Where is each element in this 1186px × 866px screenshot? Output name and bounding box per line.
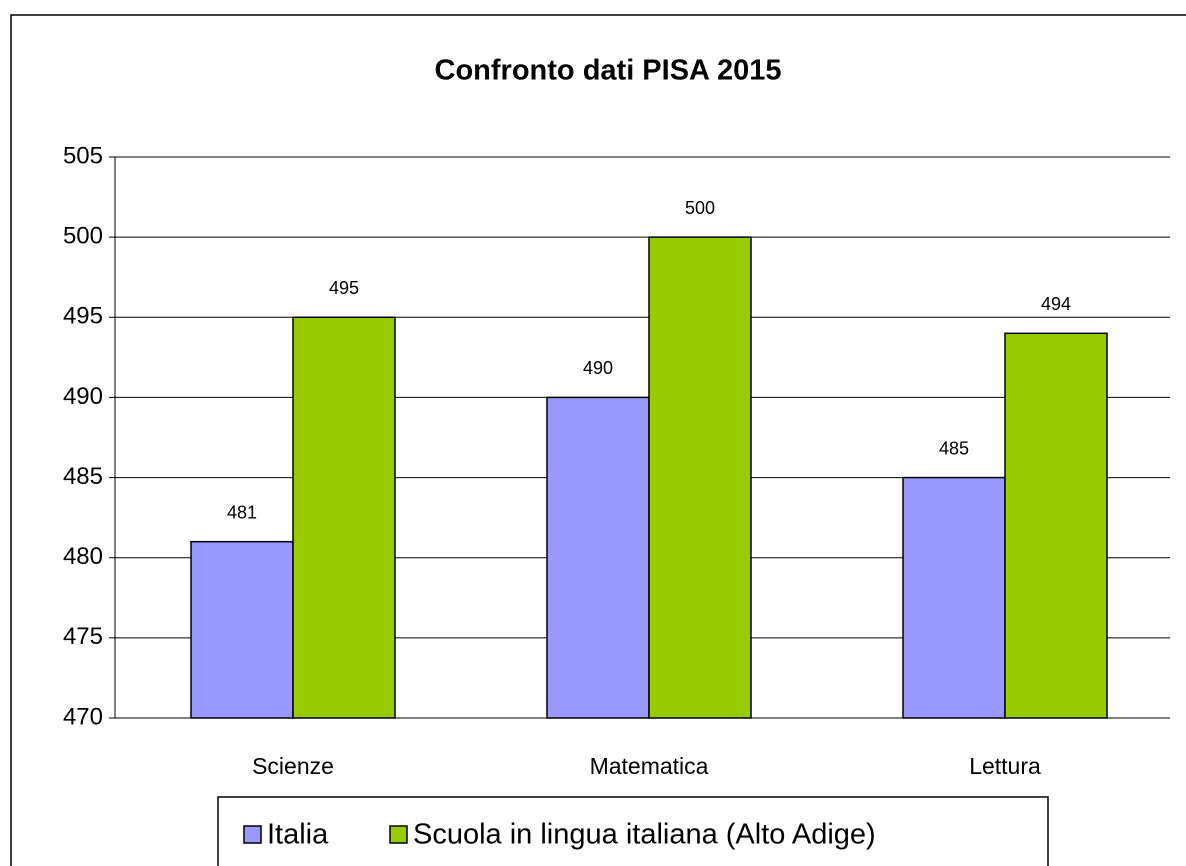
y-tick-label: 480: [63, 543, 103, 570]
y-tick-label: 505: [63, 142, 103, 169]
x-tick-label: Matematica: [590, 753, 709, 779]
value-label: 481: [227, 502, 257, 522]
bar: [1004, 332, 1108, 719]
value-label: 500: [685, 198, 715, 218]
x-tick-label: Lettura: [969, 753, 1041, 779]
value-label: 485: [939, 438, 969, 458]
bar: [190, 540, 294, 719]
y-tick-label: 495: [63, 303, 103, 330]
value-label: 494: [1041, 294, 1071, 314]
x-tick-label: Scienze: [252, 753, 334, 779]
legend-label: Italia: [267, 819, 329, 851]
bar: [292, 316, 396, 719]
value-label: 495: [329, 278, 359, 298]
legend-swatch: [243, 825, 262, 844]
y-tick-label: 485: [63, 463, 103, 490]
legend-label: Scuola in lingua italiana (Alto Adige): [413, 819, 876, 851]
y-tick-label: 475: [63, 623, 103, 650]
bar: [902, 476, 1006, 719]
value-label: 490: [583, 358, 613, 378]
y-tick-label: 500: [63, 222, 103, 249]
legend-box: [217, 796, 1049, 866]
chart-title: Confronto dati PISA 2015: [435, 55, 782, 87]
bar: [648, 236, 752, 719]
y-tick-label: 490: [63, 383, 103, 410]
y-tick-label: 470: [63, 703, 103, 730]
legend-swatch: [389, 825, 408, 844]
bar: [546, 396, 650, 719]
